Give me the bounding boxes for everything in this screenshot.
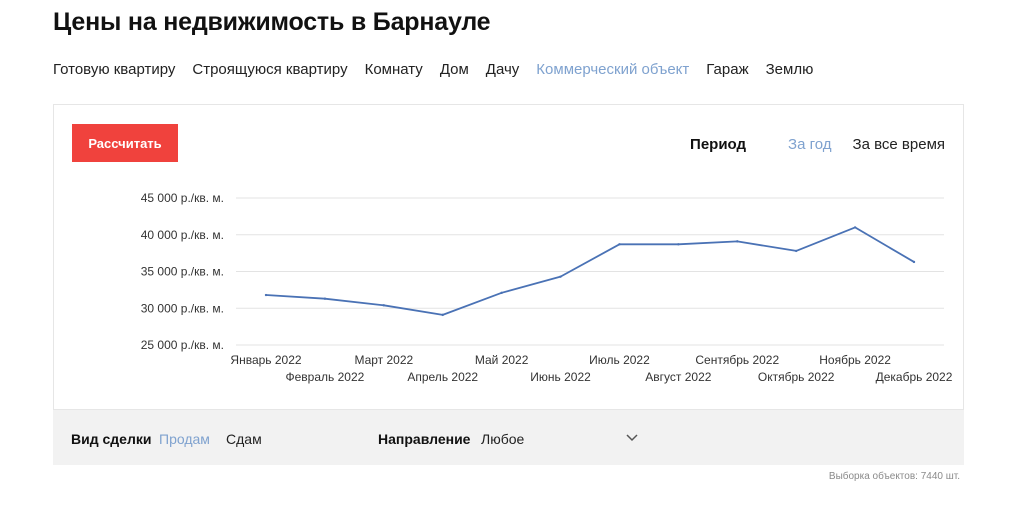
tab-dacha[interactable]: Дачу <box>485 61 520 78</box>
data-point <box>618 243 621 246</box>
data-point <box>912 260 916 264</box>
y-tick-label: 25 000 р./кв. м. <box>141 338 224 352</box>
deal-type-label: Вид сделки <box>71 431 152 447</box>
data-point <box>264 293 268 297</box>
data-point <box>441 313 444 317</box>
chart-panel: Рассчитать Период За год За все время 25… <box>53 104 964 410</box>
filters-bar: Вид сделки Продам Сдам Направление Любое <box>53 410 964 465</box>
tab-new-apartment[interactable]: Строящуюся квартиру <box>192 61 348 78</box>
data-point <box>559 275 562 278</box>
x-tick-label: Август 2022 <box>645 370 711 384</box>
data-point <box>736 240 739 243</box>
data-point <box>500 291 503 295</box>
y-tick-label: 40 000 р./кв. м. <box>141 228 224 242</box>
tab-commercial[interactable]: Коммерческий объект <box>536 61 690 78</box>
y-tick-label: 35 000 р./кв. м. <box>141 265 224 279</box>
sample-count: Выборка объектов: 7440 шт. <box>828 471 960 482</box>
tab-house[interactable]: Дом <box>439 61 469 78</box>
x-tick-label: Март 2022 <box>354 353 413 367</box>
x-tick-label: Июль 2022 <box>589 353 650 367</box>
data-point <box>794 249 798 253</box>
series-line <box>265 226 915 316</box>
chevron-down-icon <box>626 434 638 442</box>
x-tick-label: Сентябрь 2022 <box>695 353 779 367</box>
data-point <box>382 304 386 307</box>
data-point <box>853 226 857 229</box>
calculate-button[interactable]: Рассчитать <box>72 124 178 162</box>
x-tick-label: Июнь 2022 <box>530 370 591 384</box>
x-tick-label: Январь 2022 <box>230 353 301 367</box>
x-tick-label: Февраль 2022 <box>286 370 365 384</box>
page-title: Цены на недвижимость в Барнауле <box>53 8 491 36</box>
y-tick-label: 45 000 р./кв. м. <box>141 191 224 205</box>
tab-ready-apartment[interactable]: Готовую квартиру <box>53 61 176 78</box>
x-tick-label: Ноябрь 2022 <box>819 353 891 367</box>
period-option-all-time[interactable]: За все время <box>852 136 945 153</box>
x-tick-label: Октябрь 2022 <box>758 370 835 384</box>
period-option-year[interactable]: За год <box>788 136 832 153</box>
data-point <box>323 297 327 300</box>
deal-option-rent[interactable]: Сдам <box>226 431 262 447</box>
period-label: Период <box>690 136 747 153</box>
tab-garage[interactable]: Гараж <box>706 61 749 78</box>
data-point <box>677 243 680 246</box>
direction-select[interactable]: Любое <box>478 422 643 454</box>
deal-option-sell[interactable]: Продам <box>159 431 210 447</box>
tab-room[interactable]: Комнату <box>364 61 423 78</box>
x-tick-label: Апрель 2022 <box>407 370 478 384</box>
direction-value: Любое <box>481 431 525 447</box>
period-switch: Период За год За все время <box>690 136 945 153</box>
tab-land[interactable]: Землю <box>765 61 814 78</box>
x-tick-label: Май 2022 <box>475 353 529 367</box>
price-line-chart: 25 000 р./кв. м. 30 000 р./кв. м. 35 000 р… <box>141 191 953 384</box>
property-type-tabs: Готовую квартиру Строящуюся квартиру Ком… <box>53 61 830 78</box>
y-tick-label: 30 000 р./кв. м. <box>141 301 224 315</box>
x-tick-label: Декабрь 2022 <box>876 370 953 384</box>
direction-label: Направление <box>378 431 471 447</box>
